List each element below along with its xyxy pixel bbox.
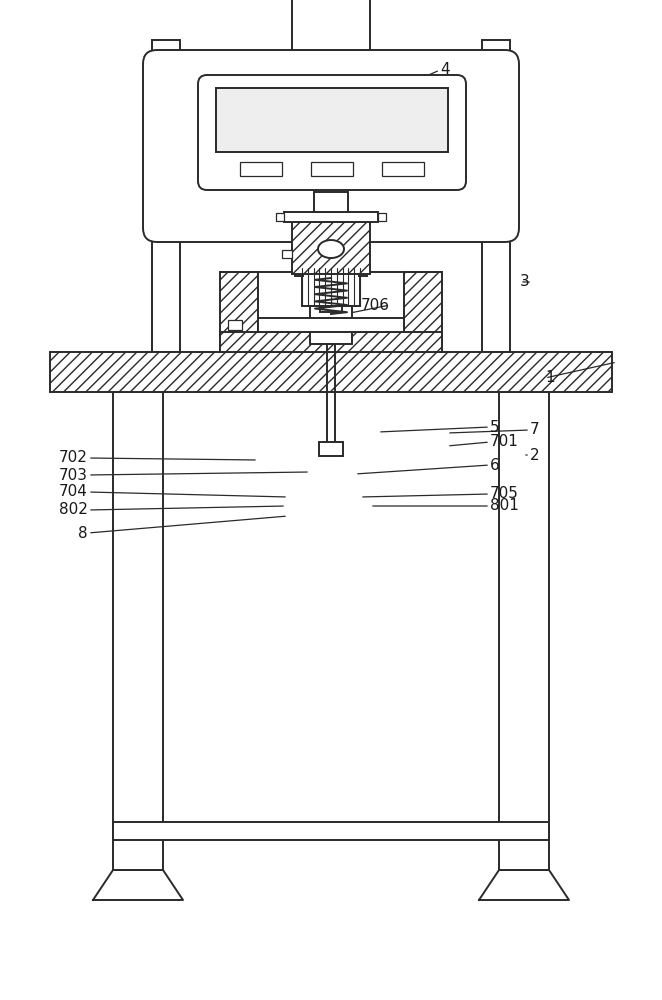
Bar — [359, 266, 367, 276]
Bar — [282, 250, 292, 258]
Text: 2: 2 — [530, 448, 540, 462]
Bar — [240, 162, 282, 176]
Bar — [311, 162, 353, 176]
Text: 703: 703 — [59, 468, 88, 483]
Bar — [284, 212, 378, 222]
Text: 801: 801 — [490, 498, 519, 514]
Bar — [378, 213, 386, 221]
Bar — [228, 320, 242, 330]
Bar — [152, 40, 180, 352]
Bar — [308, 242, 354, 258]
Text: 706: 706 — [361, 298, 390, 312]
Text: 704: 704 — [59, 485, 88, 499]
Text: 4: 4 — [440, 62, 449, 78]
Bar — [482, 40, 510, 352]
Bar — [292, 222, 370, 274]
Bar — [295, 266, 303, 276]
Bar — [258, 318, 404, 332]
Polygon shape — [93, 870, 183, 900]
Bar — [292, 0, 370, 50]
Bar — [302, 268, 360, 306]
Bar — [113, 822, 549, 840]
FancyBboxPatch shape — [198, 75, 466, 190]
Bar — [216, 88, 448, 152]
Text: 705: 705 — [490, 487, 519, 502]
Bar — [320, 306, 342, 312]
FancyBboxPatch shape — [143, 50, 519, 242]
Bar — [382, 162, 424, 176]
Text: 6: 6 — [490, 458, 500, 473]
Bar — [276, 213, 284, 221]
Bar — [113, 392, 163, 870]
Ellipse shape — [318, 240, 344, 258]
Polygon shape — [479, 870, 569, 900]
Bar — [499, 392, 549, 870]
Bar — [220, 272, 258, 352]
Text: 701: 701 — [490, 434, 519, 450]
Bar — [404, 272, 442, 352]
Text: 802: 802 — [59, 502, 88, 518]
Bar — [295, 258, 367, 268]
Bar — [50, 352, 612, 392]
Text: 7: 7 — [530, 422, 540, 438]
Text: 8: 8 — [78, 526, 88, 540]
Bar — [314, 192, 348, 212]
Text: 5: 5 — [490, 420, 500, 434]
Text: 702: 702 — [59, 450, 88, 466]
Text: 3: 3 — [520, 274, 530, 290]
Bar — [310, 306, 352, 344]
Bar — [319, 442, 343, 456]
Bar — [220, 332, 442, 352]
Text: 1: 1 — [545, 370, 555, 385]
